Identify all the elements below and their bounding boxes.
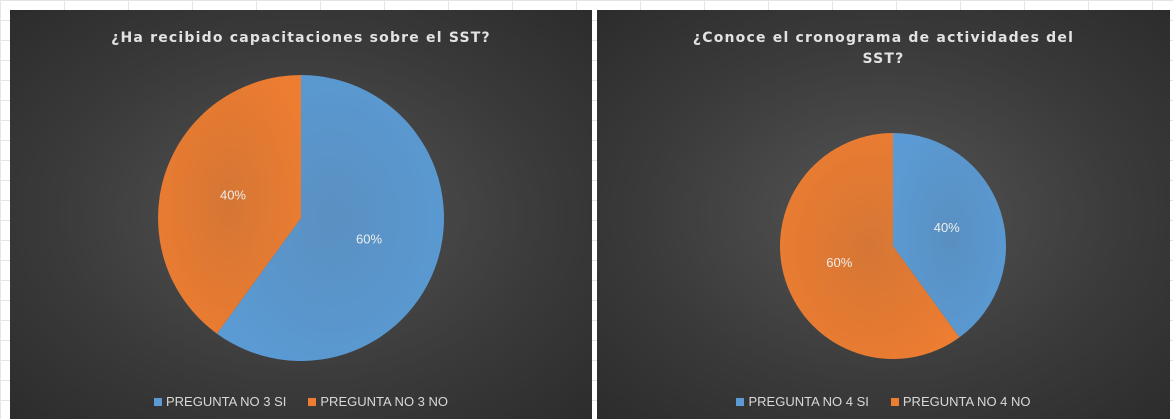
legend-item: PREGUNTA NO 4 SI xyxy=(736,394,869,409)
pie-slice xyxy=(893,133,1006,338)
data-label: 60% xyxy=(356,232,382,247)
chart-panel: ¿Conoce el cronograma de actividades del… xyxy=(597,10,1170,419)
chart-title: ¿Conoce el cronograma de actividades del… xyxy=(692,30,1075,67)
chart-title: ¿Ha recibido capacitaciones sobre el SST… xyxy=(111,30,491,46)
legend-item: PREGUNTA NO 4 NO xyxy=(890,394,1031,409)
legend-swatch xyxy=(153,397,162,406)
pie-slice xyxy=(158,75,301,334)
legend-swatch xyxy=(736,397,745,406)
data-label: 60% xyxy=(826,255,852,270)
legend: PREGUNTA NO 3 SI PREGUNTA NO 3 NO xyxy=(10,394,592,409)
legend-label: PREGUNTA NO 3 NO xyxy=(320,394,449,409)
data-label: 40% xyxy=(220,187,246,202)
legend-label: PREGUNTA NO 4 SI xyxy=(748,394,869,409)
pie-chart: 60% 40% xyxy=(158,75,445,361)
legend-swatch xyxy=(308,397,317,406)
legend-item: PREGUNTA NO 3 SI xyxy=(153,394,287,409)
pie-slice xyxy=(779,133,960,359)
legend: PREGUNTA NO 4 SI PREGUNTA NO 4 NO xyxy=(597,394,1170,409)
legend-item: PREGUNTA NO 3 NO xyxy=(308,394,448,409)
legend-label: PREGUNTA NO 4 NO xyxy=(902,394,1031,409)
pie-chart: 40% 60% xyxy=(779,133,1006,359)
data-label: 40% xyxy=(934,220,960,235)
chart-panel: ¿Ha recibido capacitaciones sobre el SST… xyxy=(10,10,592,419)
pie-slice xyxy=(216,75,445,361)
legend-label: PREGUNTA NO 3 SI xyxy=(165,394,287,409)
legend-swatch xyxy=(890,397,899,406)
